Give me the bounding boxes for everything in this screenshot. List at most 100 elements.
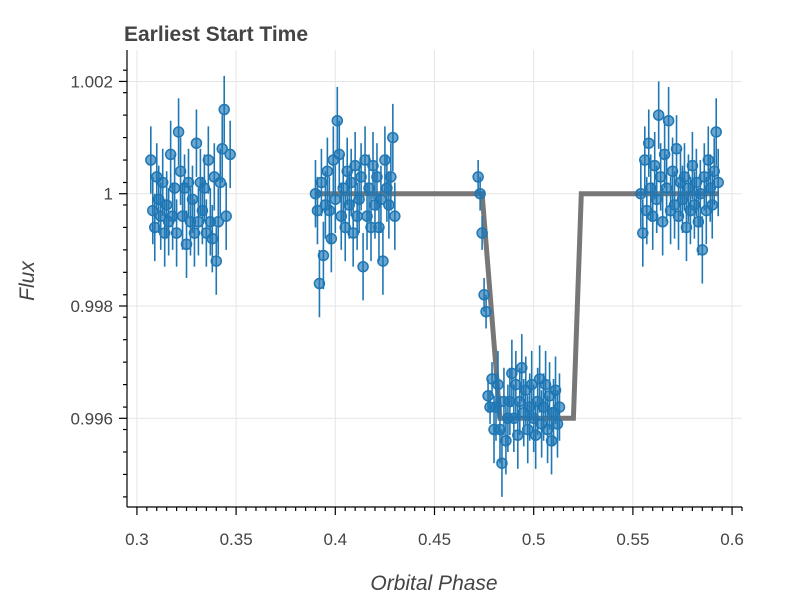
data-point [553, 401, 566, 413]
data-point [648, 159, 661, 172]
data-point [525, 378, 538, 391]
data-point [186, 193, 199, 206]
data-point [220, 210, 232, 222]
data-point [678, 171, 691, 183]
x-tick-label: 0.45 [418, 530, 451, 549]
data-point [170, 227, 183, 239]
data-point [698, 171, 711, 183]
data-point [174, 165, 187, 178]
data-point [506, 367, 518, 380]
x-tick-label: 0.35 [220, 530, 253, 549]
data-point [537, 401, 550, 413]
x-tick-label: 0.5 [522, 530, 546, 549]
data-point [313, 277, 326, 290]
data-point [349, 159, 361, 172]
data-point [688, 199, 701, 211]
data-point [706, 199, 718, 211]
data-point [527, 412, 540, 425]
data-point [309, 187, 322, 200]
data-point [658, 148, 671, 161]
data-point [523, 401, 536, 413]
y-axis-title: Flux [16, 260, 39, 301]
data-point [190, 137, 203, 149]
data-point [172, 126, 185, 138]
data-point [355, 171, 367, 183]
data-point [539, 378, 552, 391]
data-point [637, 227, 649, 239]
data-point [216, 143, 228, 155]
data-point [180, 238, 193, 251]
data-point [510, 378, 522, 391]
data-point [315, 176, 328, 189]
data-point [156, 176, 169, 189]
data-point [375, 193, 387, 206]
data-point [196, 204, 209, 217]
data-point [212, 216, 225, 228]
data-point [472, 171, 484, 183]
data-point [149, 221, 161, 234]
data-point [335, 210, 348, 222]
data-point [160, 199, 173, 211]
data-point [361, 210, 373, 222]
data-point [154, 210, 167, 222]
grid [127, 50, 742, 507]
data-point [668, 199, 681, 211]
data-point [357, 260, 369, 273]
data-point [176, 210, 189, 222]
data-point [476, 227, 488, 239]
data-point [353, 193, 365, 206]
data-point [646, 210, 659, 222]
data-point [347, 227, 359, 239]
data-point [702, 154, 715, 166]
data-point [474, 187, 486, 200]
data-point [168, 182, 181, 194]
data-point [333, 148, 346, 161]
data-point [500, 435, 512, 447]
data-point [351, 210, 363, 222]
data-point [696, 244, 709, 256]
data-point [385, 171, 397, 183]
data-point [377, 255, 389, 267]
data-point [704, 182, 717, 194]
data-point [367, 159, 379, 172]
data-point [152, 193, 165, 206]
data-point [373, 221, 385, 234]
y-tick-label: 0.996 [70, 409, 113, 428]
data-point [508, 412, 520, 425]
data-point [317, 249, 330, 262]
x-tick-label: 0.3 [125, 530, 149, 549]
data-point [676, 193, 689, 206]
data-point [496, 457, 508, 469]
data-point [650, 193, 663, 206]
data-points-group [145, 75, 724, 497]
data-point [708, 165, 720, 178]
data-point [521, 423, 534, 436]
data-point [712, 176, 724, 189]
data-point [339, 221, 351, 234]
data-point [482, 390, 494, 402]
data-point [666, 165, 679, 178]
chart-title: Earliest Start Time [124, 23, 308, 46]
ticks: 0.3 0.35 0.4 0.45 0.5 0.55 0.6 0.996 0.998 1 1.002 [70, 69, 744, 549]
data-point [492, 378, 504, 391]
data-point [345, 176, 357, 189]
data-point [329, 193, 342, 206]
data-point [389, 210, 401, 222]
data-point [686, 159, 699, 172]
data-point [529, 429, 542, 441]
x-tick-label: 0.6 [720, 530, 744, 549]
data-point [635, 187, 647, 200]
data-point [643, 137, 655, 149]
data-point [188, 227, 201, 239]
data-point [202, 154, 215, 166]
data-point [694, 187, 707, 200]
y-tick-label: 1 [104, 185, 113, 204]
data-point [182, 176, 195, 189]
data-point [490, 401, 502, 413]
data-point [218, 103, 230, 116]
x-tick-label: 0.55 [616, 530, 649, 549]
data-point [639, 154, 651, 166]
data-point [198, 182, 211, 194]
data-point [363, 182, 375, 194]
